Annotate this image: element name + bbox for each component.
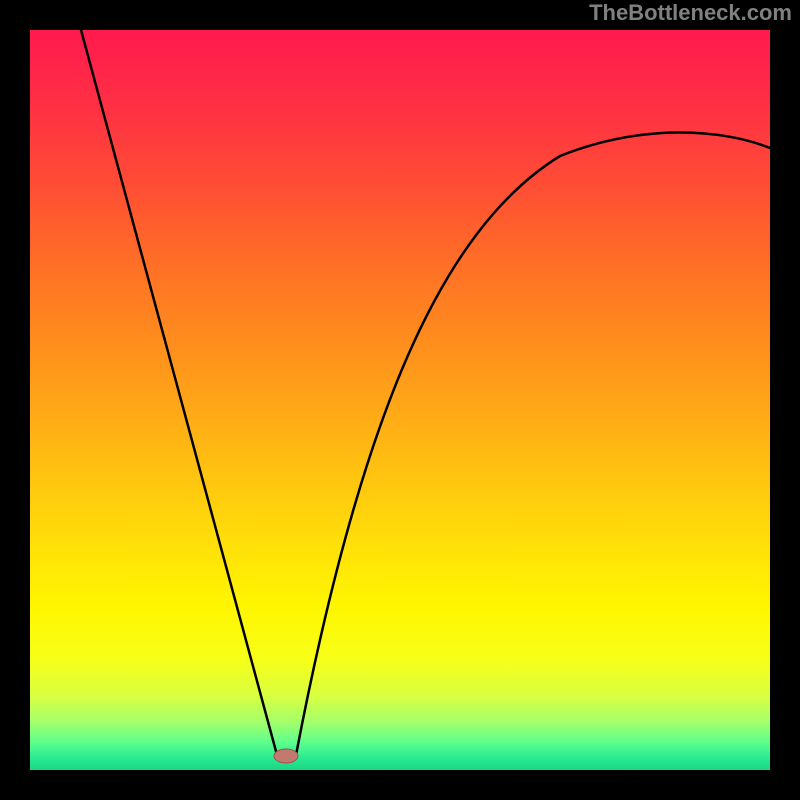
watermark-text: TheBottleneck.com — [589, 0, 792, 26]
bottleneck-chart — [0, 0, 800, 800]
plot-background — [30, 30, 770, 770]
optimal-marker — [274, 749, 298, 763]
chart-container: TheBottleneck.com — [0, 0, 800, 800]
